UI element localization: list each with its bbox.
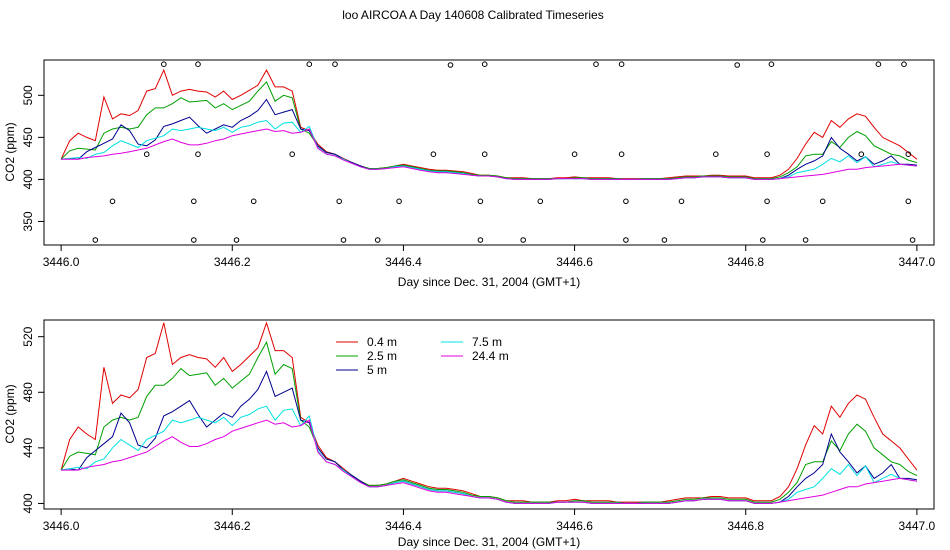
point-marker	[537, 198, 544, 205]
point-marker	[289, 151, 296, 157]
y-axis-label: CO2 (ppm)	[3, 122, 17, 181]
x-axis: 3446.0 3446.2 3446.4 3446.6 3446.8 3447.0	[43, 245, 936, 269]
point-marker	[143, 151, 150, 157]
y-tick-label: 450	[21, 127, 35, 147]
y-tick-label: 520	[21, 326, 35, 346]
x-tick-label: 3446.4	[385, 519, 422, 533]
series-line-7-5-m	[61, 119, 917, 180]
point-marker	[905, 151, 912, 157]
legend-label: 2.5 m	[367, 349, 397, 363]
point-marker	[661, 237, 668, 243]
point-marker	[481, 151, 488, 157]
point-marker	[909, 237, 916, 243]
point-marker	[430, 151, 437, 157]
panel-bottom: 3446.0 3446.2 3446.4 3446.6 3446.8 3447.0 400…	[3, 319, 936, 549]
point-marker	[858, 151, 865, 157]
x-tick-label: 3446.0	[43, 519, 80, 533]
point-marker	[760, 237, 766, 243]
point-marker	[593, 61, 599, 67]
point-marker	[481, 61, 488, 67]
point-marker	[195, 151, 201, 157]
point-marker	[678, 198, 685, 205]
series-line-24-4-m	[61, 128, 917, 180]
point-marker	[905, 198, 912, 205]
series-line-2-5-m	[60, 340, 918, 504]
x-tick-label: 3446.2	[214, 255, 251, 269]
point-marker	[109, 198, 116, 205]
point-marker	[195, 61, 201, 67]
series-line-2-5-m	[60, 81, 918, 180]
series-line-5-m	[61, 98, 917, 180]
panel-top: 3446.0 3446.2 3446.4 3446.6 3446.8 3447.0 350…	[3, 59, 936, 289]
point-marker	[875, 61, 882, 67]
x-axis: 3446.0 3446.2 3446.4 3446.6 3446.8 3447.0	[43, 509, 936, 533]
x-tick-label: 3446.8	[727, 519, 764, 533]
y-axis: 350 400 450 500	[21, 85, 44, 231]
x-tick-label: 3446.0	[43, 255, 80, 269]
x-tick-label: 3447.0	[899, 255, 936, 269]
series-line-0-4-m	[60, 68, 918, 180]
x-tick-label: 3446.2	[214, 519, 251, 533]
point-marker	[520, 237, 527, 243]
y-tick-label: 500	[21, 85, 35, 105]
legend-label: 7.5 m	[472, 335, 502, 349]
point-marker	[191, 237, 197, 243]
point-marker	[336, 198, 343, 205]
point-marker	[191, 198, 197, 205]
point-marker	[306, 61, 313, 67]
y-tick-label: 400	[21, 169, 35, 189]
x-tick-label: 3446.6	[556, 519, 593, 533]
legend: 0.4 m2.5 m5 m 7.5 m24.4 m	[336, 335, 509, 377]
point-marker	[161, 61, 167, 67]
series-line-24-4-m	[61, 419, 917, 504]
series-line-5-m	[61, 370, 917, 504]
point-marker	[901, 61, 907, 67]
point-marker	[233, 237, 240, 243]
x-tick-label: 3446.4	[385, 255, 422, 269]
series-line-7-5-m	[61, 405, 917, 504]
x-tick-label: 3447.0	[899, 519, 936, 533]
legend-label: 24.4 m	[472, 349, 509, 363]
point-marker	[802, 237, 809, 243]
point-marker	[819, 198, 826, 205]
x-tick-label: 3446.6	[556, 255, 593, 269]
point-marker	[764, 151, 770, 157]
point-marker	[340, 237, 347, 243]
point-marker	[623, 237, 629, 243]
legend-label: 0.4 m	[367, 335, 397, 349]
x-tick-label: 3446.8	[727, 255, 764, 269]
point-marker	[374, 237, 381, 243]
series-lines	[60, 321, 918, 504]
point-marker	[332, 61, 338, 67]
point-marker	[447, 62, 454, 68]
y-axis-label: CO2 (ppm)	[3, 384, 17, 443]
point-marker	[734, 62, 741, 68]
point-marker	[623, 198, 629, 205]
point-marker	[396, 198, 402, 205]
point-marker	[250, 198, 257, 205]
x-axis-label: Day since Dec. 31, 2004 (GMT+1)	[398, 535, 580, 549]
point-marker	[618, 61, 625, 67]
point-marker	[92, 237, 99, 243]
plot-frame	[43, 319, 935, 510]
point-marker	[571, 151, 578, 157]
point-markers	[92, 61, 916, 243]
y-tick-label: 400	[21, 493, 35, 513]
point-marker	[477, 237, 484, 243]
y-tick-label: 480	[21, 382, 35, 402]
y-tick-label: 350	[21, 211, 35, 231]
point-marker	[477, 198, 484, 205]
y-tick-label: 440	[21, 438, 35, 458]
point-marker	[764, 198, 770, 205]
y-axis: 400 440 480 520	[21, 326, 44, 513]
series-lines	[60, 68, 918, 180]
point-marker	[618, 151, 625, 157]
legend-label: 5 m	[367, 363, 387, 377]
point-marker	[768, 61, 775, 67]
plot-frame	[43, 59, 935, 246]
x-axis-label: Day since Dec. 31, 2004 (GMT+1)	[398, 275, 580, 289]
chart-title: loo AIRCOA A Day 140608 Calibrated Times…	[342, 8, 603, 22]
point-marker	[713, 151, 719, 157]
